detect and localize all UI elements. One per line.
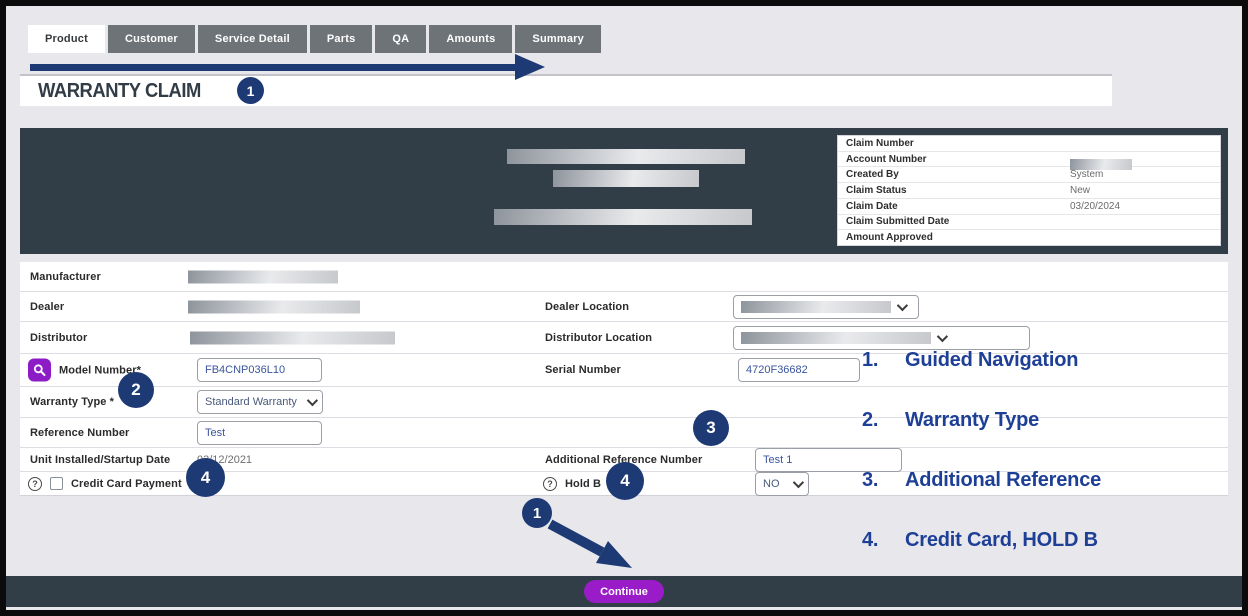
- reference-number-input[interactable]: [197, 420, 322, 445]
- continue-pointer-arrow-icon: [547, 519, 632, 568]
- redacted-value: [188, 270, 338, 283]
- tab-product[interactable]: Product: [28, 25, 105, 53]
- table-row: Claim Date 03/20/2024: [838, 199, 1220, 215]
- product-form: Manufacturer Dealer Dealer Location Dist…: [20, 262, 1228, 496]
- credit-card-checkbox[interactable]: [50, 477, 63, 490]
- legend-item-4: 4. Credit Card, HOLD B: [862, 529, 1098, 551]
- hold-b-label: Hold B: [565, 477, 602, 490]
- credit-card-label: Credit Card Payment: [71, 477, 182, 490]
- chevron-down-icon: [896, 299, 909, 311]
- legend-item-2: 2. Warranty Type: [862, 409, 1040, 431]
- claim-summary-panel: Claim Number Account Number Created By S…: [20, 128, 1228, 254]
- manufacturer-row: Manufacturer: [20, 262, 1228, 292]
- table-row: Claim Status New: [838, 183, 1220, 199]
- dealer-label: Dealer: [30, 300, 65, 313]
- redacted-value: [507, 149, 745, 164]
- footer-action-bar: Continue: [6, 576, 1242, 607]
- dealer-row: Dealer Dealer Location: [20, 292, 1228, 322]
- continue-button[interactable]: Continue: [584, 580, 664, 603]
- legend-item-1: 1. Guided Navigation: [862, 349, 1079, 371]
- dealer-location-label: Dealer Location: [545, 300, 630, 313]
- warranty-type-row: Warranty Type * Standard Warranty: [20, 387, 1228, 418]
- warranty-type-select[interactable]: Standard Warranty: [197, 390, 323, 414]
- credit-card-help-icon[interactable]: ?: [28, 476, 42, 491]
- reference-number-row: Reference Number: [20, 418, 1228, 448]
- guided-navigation-arrow-head-icon: [515, 54, 545, 80]
- dealer-location-select[interactable]: [733, 294, 919, 319]
- guided-navigation-arrow: [30, 64, 515, 71]
- annotation-badge-1: 1: [237, 77, 264, 104]
- tab-parts[interactable]: Parts: [309, 25, 373, 53]
- tab-summary[interactable]: Summary: [515, 25, 601, 53]
- hold-b-select[interactable]: NO: [755, 471, 809, 496]
- model-lookup-search-icon[interactable]: [28, 358, 51, 382]
- redacted-value: [553, 170, 699, 187]
- model-number-label: Model Number*: [59, 364, 141, 376]
- redacted-value: [188, 300, 360, 313]
- legend-item-3: 3. Additional Reference: [862, 469, 1102, 491]
- distributor-row: Distributor Distributor Location: [20, 322, 1228, 354]
- model-number-input[interactable]: [197, 358, 322, 382]
- table-row: Claim Submitted Date: [838, 215, 1220, 231]
- tab-amounts[interactable]: Amounts: [429, 25, 513, 53]
- legend-annotations: 1. Guided Navigation 2. Warranty Type 3. Ad…: [862, 349, 1101, 589]
- redacted-value: [741, 331, 931, 344]
- annotation-badge-4-credit-card: 4: [186, 458, 225, 497]
- chevron-down-icon: [306, 394, 319, 407]
- claim-info-table: Claim Number Account Number Created By S…: [837, 135, 1221, 246]
- serial-number-input[interactable]: [738, 358, 860, 382]
- title-bar: WARRANTY CLAIM: [20, 74, 1112, 106]
- redacted-value: [1070, 159, 1132, 171]
- table-row: Amount Approved: [846, 232, 933, 244]
- annotation-badge-4-hold-b: 4: [606, 462, 644, 500]
- distributor-location-select[interactable]: [733, 325, 1030, 350]
- tab-service-detail[interactable]: Service Detail: [197, 25, 307, 53]
- distributor-location-label: Distributor Location: [545, 331, 653, 344]
- annotation-badge-3: 3: [693, 410, 729, 446]
- reference-number-label: Reference Number: [30, 426, 130, 439]
- annotation-badge-1-continue: 1: [522, 498, 552, 528]
- table-row: Created By System: [838, 167, 1220, 184]
- table-row: Account Number: [838, 152, 1220, 171]
- table-row: Claim Number: [838, 136, 1220, 152]
- claim-tab-strip: Product Customer Service Detail Parts QA…: [28, 25, 601, 53]
- hold-b-help-icon[interactable]: ?: [543, 476, 557, 491]
- serial-number-label: Serial Number: [545, 364, 621, 376]
- chevron-down-icon: [792, 476, 805, 488]
- distributor-label: Distributor: [30, 331, 88, 344]
- chevron-down-icon: [936, 330, 949, 342]
- redacted-value: [494, 209, 752, 225]
- page-title: WARRANTY CLAIM: [38, 79, 201, 102]
- redacted-value: [741, 300, 891, 313]
- tab-qa[interactable]: QA: [375, 25, 427, 53]
- unit-installed-label: Unit Installed/Startup Date: [30, 453, 171, 466]
- additional-reference-input[interactable]: [755, 447, 902, 472]
- annotation-badge-2: 2: [118, 372, 154, 408]
- model-number-row: Model Number* Serial Number: [20, 354, 1228, 387]
- warranty-type-label: Warranty Type *: [30, 396, 115, 408]
- redacted-value: [190, 331, 395, 344]
- manufacturer-label: Manufacturer: [30, 270, 101, 283]
- additional-reference-label: Additional Reference Number: [545, 453, 703, 466]
- tab-customer[interactable]: Customer: [107, 25, 195, 53]
